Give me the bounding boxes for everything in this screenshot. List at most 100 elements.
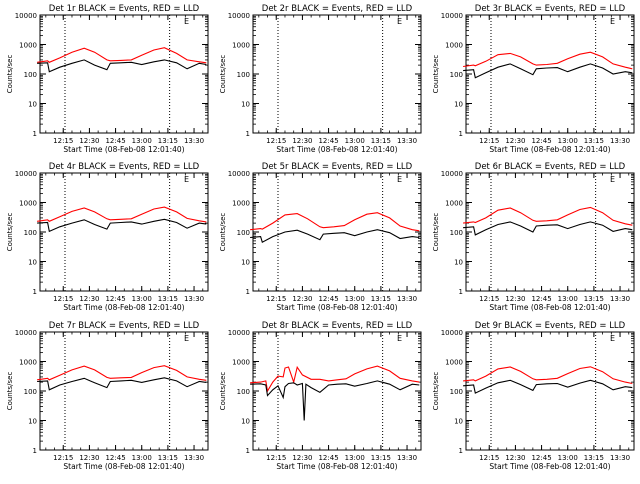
y-tick-label: 10000 [441,12,463,20]
y-tick-label: 1 [33,288,37,296]
lld-series-line [250,212,420,232]
legend-mark: E [184,175,189,184]
y-tick-label: 1 [459,130,463,138]
y-tick-label: 1000 [445,200,463,208]
events-series-line [37,59,207,73]
y-axis-label: Counts/sec [432,213,440,252]
y-tick-label: 1000 [445,42,463,50]
y-axis-label: Counts/sec [219,213,227,252]
x-tick-label: 12:15 [266,295,286,303]
x-tick-label: 12:45 [318,454,338,462]
x-axis-label: Start Time (08-Feb-08 12:01:40) [63,462,184,471]
plot-panel-8: Det 8r BLACK = Events, RED = LLD 1 10 100 10… [219,321,422,471]
legend-mark: E [610,334,615,343]
y-tick-label: 10 [241,259,250,267]
x-axis-label: Start Time (08-Feb-08 12:01:40) [276,145,397,154]
plot-frame [465,172,635,292]
x-tick-label: 13:00 [558,454,578,462]
x-tick-label: 12:45 [105,454,125,462]
legend-mark: E [610,17,615,26]
x-tick-label: 13:15 [158,454,178,462]
y-tick-label: 10000 [15,170,37,178]
y-tick-label: 100 [237,388,250,396]
legend-mark: E [397,334,402,343]
x-tick-label: 13:30 [610,454,630,462]
x-tick-label: 12:15 [479,137,499,145]
y-tick-label: 1000 [232,42,250,50]
plot-panel-5: Det 5r BLACK = Events, RED = LLD 1 10 100 10… [219,162,422,312]
lld-series-line [463,366,633,385]
x-tick-label: 12:15 [53,295,73,303]
plot-title: Det 9r BLACK = Events, RED = LLD [475,321,626,331]
y-axis-label: Counts/sec [6,372,14,411]
x-tick-label: 12:45 [318,137,338,145]
y-tick-label: 100 [237,71,250,79]
x-tick-label: 12:15 [479,454,499,462]
y-tick-label: 10 [28,259,37,267]
x-tick-label: 13:30 [610,137,630,145]
x-tick-label: 13:15 [584,137,604,145]
x-tick-label: 12:45 [105,295,125,303]
y-axis-label: Counts/sec [6,55,14,94]
plot-title: Det 7r BLACK = Events, RED = LLD [49,321,200,331]
x-tick-label: 13:00 [558,137,578,145]
y-tick-label: 1 [246,447,250,455]
legend-mark: E [610,175,615,184]
plot-panel-6: Det 6r BLACK = Events, RED = LLD 1 10 100 10… [432,162,635,312]
y-tick-label: 1 [459,447,463,455]
y-axis-label: Counts/sec [432,372,440,411]
x-tick-label: 12:45 [318,295,338,303]
y-tick-label: 10000 [441,329,463,337]
x-tick-label: 12:30 [292,137,312,145]
plot-frame [39,331,209,451]
plot-title: Det 2r BLACK = Events, RED = LLD [262,4,413,14]
plot-panel-7: Det 7r BLACK = Events, RED = LLD 1 10 100 10… [6,321,209,471]
plot-frame [252,172,422,292]
x-tick-label: 13:00 [132,295,152,303]
x-tick-label: 13:15 [584,454,604,462]
y-tick-label: 10 [241,101,250,109]
events-series-line [250,380,420,421]
y-tick-label: 1 [33,130,37,138]
y-axis-label: Counts/sec [219,55,227,94]
y-tick-label: 10 [241,418,250,426]
plot-panel-3: Det 3r BLACK = Events, RED = LLD 1 10 100 10… [432,4,635,154]
y-tick-label: 10000 [228,329,250,337]
y-tick-label: 1 [246,288,250,296]
x-tick-label: 12:15 [266,454,286,462]
x-tick-label: 13:15 [584,295,604,303]
y-tick-label: 1000 [19,42,37,50]
y-tick-label: 10 [454,418,463,426]
x-tick-label: 13:00 [345,137,365,145]
legend-mark: E [397,175,402,184]
x-tick-label: 13:15 [371,454,391,462]
x-tick-label: 13:30 [184,454,204,462]
x-axis-label: Start Time (08-Feb-08 12:01:40) [489,303,610,312]
plot-frame [39,172,209,292]
legend-mark: E [184,17,189,26]
events-series-line [463,221,633,236]
x-axis-label: Start Time (08-Feb-08 12:01:40) [276,462,397,471]
x-tick-label: 12:30 [505,454,525,462]
y-tick-label: 10000 [228,12,250,20]
y-tick-label: 100 [24,388,37,396]
x-tick-label: 13:30 [610,295,630,303]
plot-frame [252,331,422,451]
plot-title: Det 3r BLACK = Events, RED = LLD [475,4,626,14]
plot-title: Det 8r BLACK = Events, RED = LLD [262,321,413,331]
legend-mark: E [184,334,189,343]
lld-series-line [250,365,420,393]
lld-series-line [37,47,207,64]
y-tick-label: 10 [28,101,37,109]
x-axis-label: Start Time (08-Feb-08 12:01:40) [63,145,184,154]
x-tick-label: 13:15 [158,137,178,145]
plot-frame [39,14,209,134]
plot-panel-1: Det 1r BLACK = Events, RED = LLD 1 10 100 10… [6,4,209,154]
x-tick-label: 12:15 [53,454,73,462]
plot-title: Det 5r BLACK = Events, RED = LLD [262,162,413,172]
y-axis-label: Counts/sec [219,372,227,411]
plot-panel-9: Det 9r BLACK = Events, RED = LLD 1 10 100 10… [432,321,635,471]
lld-series-line [37,365,207,381]
legend-mark: E [397,17,402,26]
y-tick-label: 1000 [19,359,37,367]
